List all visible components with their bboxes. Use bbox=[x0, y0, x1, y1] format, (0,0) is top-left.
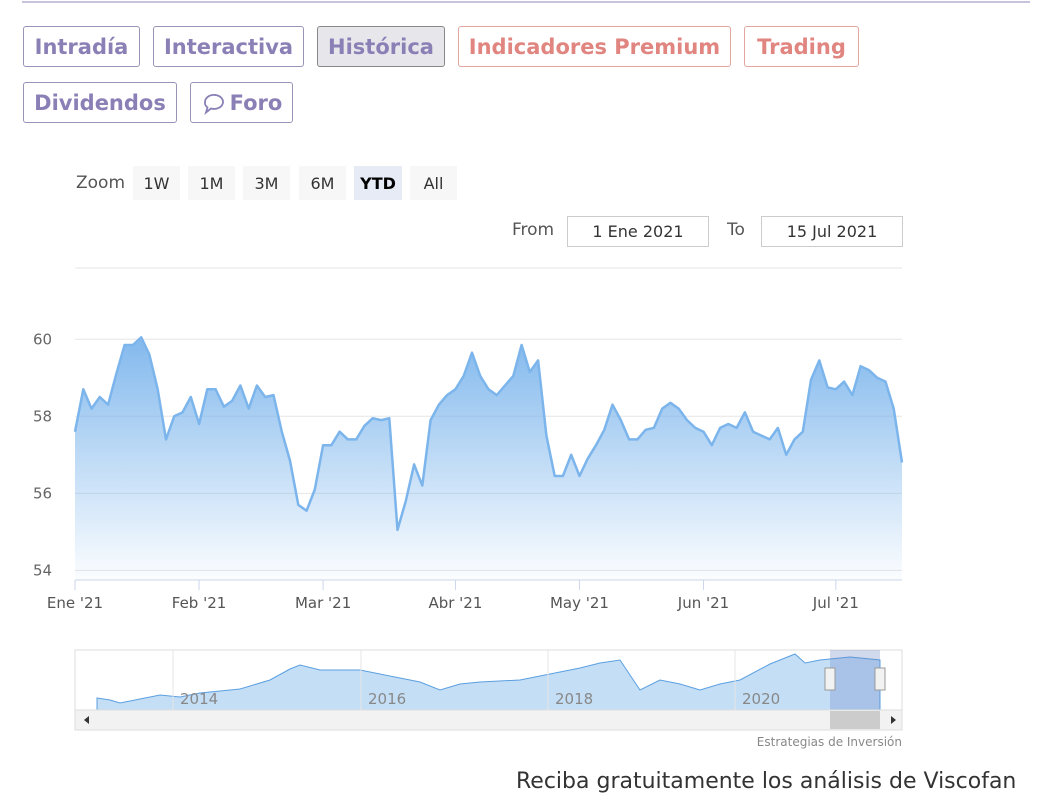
credit: Estrategias de Inversión bbox=[757, 735, 902, 749]
tab[interactable]: Intradía bbox=[23, 26, 140, 67]
navigator-mask[interactable] bbox=[830, 650, 880, 710]
scrollbar-track[interactable] bbox=[74, 709, 903, 731]
x-tick-label: Feb '21 bbox=[172, 594, 227, 612]
zoom-button[interactable]: All bbox=[410, 166, 457, 200]
navigator: 2014 2016 2018 2020 bbox=[74, 649, 903, 731]
footer-text: Reciba gratuitamente los análisis de Vis… bbox=[516, 769, 1016, 794]
x-tick-label: Jul '21 bbox=[812, 594, 859, 612]
scroll-right[interactable] bbox=[891, 716, 896, 724]
navigator-handle[interactable] bbox=[874, 667, 886, 691]
tab-label: Foro bbox=[229, 90, 283, 115]
tab[interactable]: Dividendos bbox=[23, 82, 177, 123]
zoom-button[interactable]: 1W bbox=[133, 166, 180, 200]
y-tick-label: 58 bbox=[33, 407, 52, 425]
zoom-button[interactable]: 1M bbox=[188, 166, 235, 200]
tab[interactable]: Interactiva bbox=[153, 26, 304, 67]
navigator-label: 2020 bbox=[742, 690, 780, 708]
scrollbar-thumb[interactable] bbox=[830, 711, 880, 729]
chat-icon bbox=[203, 93, 224, 115]
navigator-handle[interactable] bbox=[824, 667, 836, 691]
x-tick-label: Mar '21 bbox=[295, 594, 351, 612]
area-fill bbox=[75, 337, 902, 580]
x-tick-label: Ene '21 bbox=[47, 594, 103, 612]
zoom-label: Zoom bbox=[76, 173, 126, 193]
scroll-left[interactable] bbox=[84, 716, 89, 724]
to-label: To bbox=[727, 220, 745, 240]
x-tick-label: May '21 bbox=[550, 594, 609, 612]
tab[interactable]: Foro bbox=[190, 82, 293, 123]
y-tick-label: 54 bbox=[33, 561, 52, 579]
tab[interactable]: Indicadores Premium bbox=[458, 26, 731, 67]
navigator-frame bbox=[74, 649, 903, 711]
x-tick-label: Jun '21 bbox=[677, 594, 729, 612]
from-label: From bbox=[512, 220, 555, 240]
navigator-label: 2014 bbox=[180, 690, 218, 708]
tab[interactable]: Trading bbox=[744, 26, 859, 67]
to-input[interactable]: 15 Jul 2021 bbox=[761, 216, 903, 247]
price-line bbox=[73, 336, 904, 532]
zoom-button[interactable]: YTD bbox=[354, 166, 402, 200]
y-tick-label: 56 bbox=[33, 484, 52, 502]
zoom-button[interactable]: 3M bbox=[243, 166, 290, 200]
zoom-button[interactable]: 6M bbox=[299, 166, 346, 200]
navigator-series bbox=[96, 653, 881, 711]
tab[interactable]: Histórica bbox=[317, 26, 445, 67]
y-tick-label: 60 bbox=[33, 330, 52, 348]
navigator-label: 2016 bbox=[368, 690, 406, 708]
x-tick-label: Abr '21 bbox=[428, 594, 482, 612]
from-input[interactable]: 1 Ene 2021 bbox=[567, 216, 709, 247]
navigator-label: 2018 bbox=[555, 690, 593, 708]
